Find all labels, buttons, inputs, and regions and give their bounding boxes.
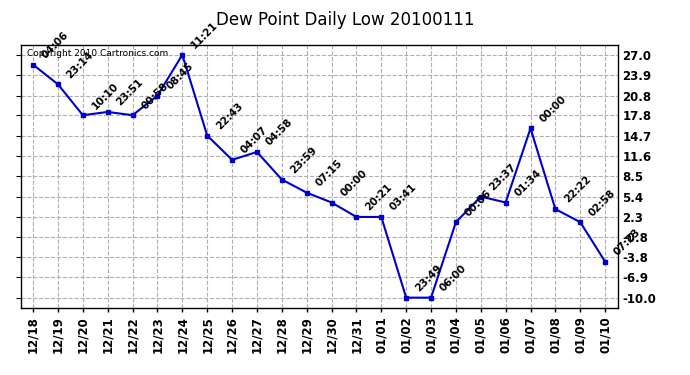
Text: 03:41: 03:41: [388, 182, 419, 213]
Text: 23:14: 23:14: [65, 50, 95, 80]
Text: 08:45: 08:45: [164, 61, 195, 92]
Text: Dew Point Daily Low 20100111: Dew Point Daily Low 20100111: [216, 11, 474, 29]
Text: 22:22: 22:22: [562, 174, 593, 205]
Text: 22:43: 22:43: [214, 101, 245, 131]
Text: 00:06: 00:06: [463, 188, 493, 218]
Text: 00:00: 00:00: [339, 168, 369, 198]
Text: 04:06: 04:06: [40, 30, 70, 60]
Text: 10:10: 10:10: [90, 81, 120, 111]
Text: 01:34: 01:34: [513, 168, 543, 198]
Text: 04:58: 04:58: [264, 117, 295, 148]
Text: 07:23: 07:23: [612, 227, 642, 257]
Text: 11:21: 11:21: [189, 20, 220, 51]
Text: 04:07: 04:07: [239, 125, 270, 156]
Text: 23:59: 23:59: [289, 145, 319, 176]
Text: Copyright 2010 Cartronics.com: Copyright 2010 Cartronics.com: [27, 49, 168, 58]
Text: 00:00: 00:00: [538, 94, 568, 124]
Text: 23:49: 23:49: [413, 263, 444, 294]
Text: 23:37: 23:37: [488, 162, 518, 192]
Text: 20:21: 20:21: [364, 182, 394, 213]
Text: 23:51: 23:51: [115, 77, 145, 108]
Text: 00:58: 00:58: [139, 81, 170, 111]
Text: 02:58: 02:58: [587, 188, 618, 218]
Text: 07:15: 07:15: [314, 158, 344, 189]
Text: 06:00: 06:00: [438, 263, 469, 294]
